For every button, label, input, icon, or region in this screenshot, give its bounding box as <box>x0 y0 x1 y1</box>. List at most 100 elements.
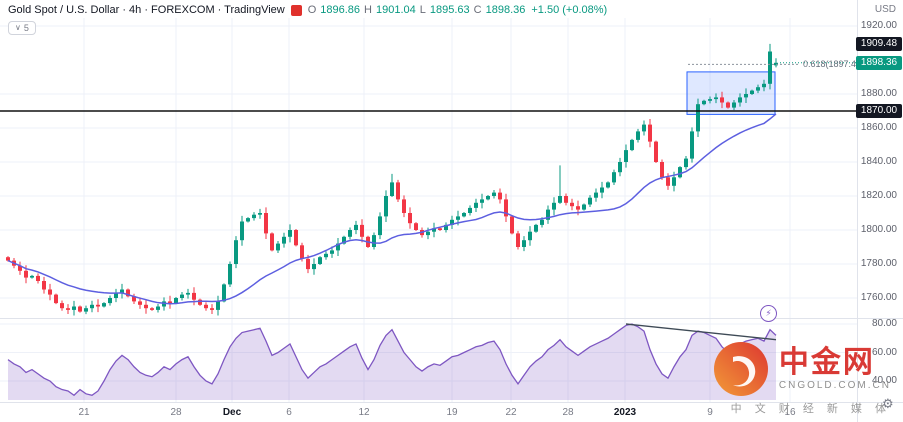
chevron-down-icon: ∨ <box>15 23 21 32</box>
candle-body <box>486 196 490 200</box>
candle-body <box>108 298 112 304</box>
time-axis-label[interactable]: 12 <box>358 407 370 418</box>
time-axis-label[interactable]: 6 <box>286 407 292 418</box>
candle-body <box>252 214 256 219</box>
change-value: +1.50 (+0.08%) <box>531 4 608 16</box>
time-axis-label[interactable]: 22 <box>505 407 517 418</box>
candle-body <box>240 221 244 241</box>
candle-body <box>744 94 748 98</box>
candle-body <box>456 216 460 220</box>
candle-body <box>642 124 646 132</box>
consolidation-box[interactable] <box>686 71 776 115</box>
time-axis-label[interactable]: 21 <box>78 407 90 418</box>
time-axis-label[interactable]: 28 <box>562 407 574 418</box>
candle-body <box>750 90 754 94</box>
low-label: L <box>419 4 426 16</box>
candle-body <box>738 97 742 103</box>
candle-body <box>696 104 700 132</box>
candle-body <box>564 196 568 203</box>
candle-body <box>210 308 214 310</box>
candle-body <box>72 306 76 310</box>
candle-body <box>468 207 472 213</box>
candle-body <box>336 243 340 251</box>
candle-body <box>246 218 250 222</box>
candle-body <box>600 187 604 193</box>
candle-body <box>432 228 436 232</box>
flash-icon[interactable]: ⚡ <box>760 305 777 322</box>
candle-body <box>84 308 88 312</box>
candle-body <box>390 182 394 196</box>
candle-body <box>330 250 334 254</box>
candle-body <box>630 139 634 151</box>
time-axis-label[interactable]: 9 <box>707 407 713 418</box>
candle-body <box>384 196 388 217</box>
candle-body <box>114 292 118 298</box>
candle-body <box>54 294 58 304</box>
candle-body <box>174 298 178 304</box>
candle-body <box>492 192 496 196</box>
candle-body <box>546 209 550 220</box>
time-axis-label[interactable]: 2023 <box>613 407 637 418</box>
candle-body <box>720 97 724 103</box>
candle-body <box>582 204 586 210</box>
candle-body <box>588 197 592 205</box>
candle-body <box>684 158 688 168</box>
settings-gear-icon[interactable]: ⚙ <box>882 396 894 411</box>
candle-body <box>156 306 160 310</box>
candle-body <box>708 99 712 101</box>
fib-label[interactable]: 0.618(1897.41) <box>803 59 865 70</box>
candle-body <box>402 199 406 213</box>
time-axis-label[interactable]: 28 <box>170 407 182 418</box>
candle-body <box>480 199 484 203</box>
candle-body <box>96 304 100 307</box>
moving-average-line[interactable] <box>7 113 777 305</box>
candle-body <box>138 301 142 305</box>
candle-body <box>150 308 154 310</box>
time-axis-label[interactable]: 19 <box>446 407 458 418</box>
time-axis-label[interactable]: Dec <box>222 407 242 418</box>
candle-body <box>354 224 358 230</box>
rsi-area <box>8 324 776 400</box>
candle-body <box>294 230 298 246</box>
candle-body <box>570 202 574 207</box>
high-value: 1901.04 <box>376 4 416 16</box>
rsi-trendline[interactable] <box>625 323 777 341</box>
candle-body <box>300 245 304 259</box>
candle-body <box>618 162 622 173</box>
candle-body <box>756 87 760 91</box>
price-badge: 1870.00 <box>856 104 902 118</box>
indicators-collapse-pill[interactable]: ∨ 5 <box>8 21 36 35</box>
price-scale-label: 1800.00 <box>860 224 897 235</box>
candle-body <box>204 304 208 309</box>
candle-body <box>168 301 172 304</box>
close-value: 1898.36 <box>485 4 526 16</box>
candle-body <box>372 235 376 247</box>
candle-body <box>264 213 268 234</box>
candle-body <box>732 102 736 108</box>
candle-body <box>612 172 616 183</box>
time-axis-label[interactable]: 16 <box>784 407 796 418</box>
candle-body <box>606 182 610 188</box>
candle-body <box>594 192 598 198</box>
candle-body <box>726 102 730 108</box>
symbol-title[interactable]: Gold Spot / U.S. Dollar · 4h · FOREXCOM … <box>8 4 285 16</box>
candle-body <box>222 284 226 302</box>
price-scale-label: 1780.00 <box>860 258 897 269</box>
candle-body <box>198 299 202 305</box>
price-scale-label: 1820.00 <box>860 190 897 201</box>
candle-body <box>702 100 706 105</box>
collapsed-count: 5 <box>23 23 29 33</box>
candle-body <box>378 216 382 236</box>
candle-body <box>540 219 544 225</box>
candle-body <box>654 141 658 162</box>
watermark-slogan: 中 文 财 经 新 媒 体 <box>730 403 891 415</box>
watermark: 中金网 CNGOLD.COM.CN 中 文 财 经 新 媒 体 <box>713 341 891 416</box>
open-value: 1896.86 <box>320 4 361 16</box>
rsi-scale-label: 80.00 <box>871 318 897 329</box>
candle-body <box>324 253 328 258</box>
candle-body <box>24 270 28 278</box>
open-label: O <box>307 4 317 16</box>
candle-body <box>126 289 130 297</box>
